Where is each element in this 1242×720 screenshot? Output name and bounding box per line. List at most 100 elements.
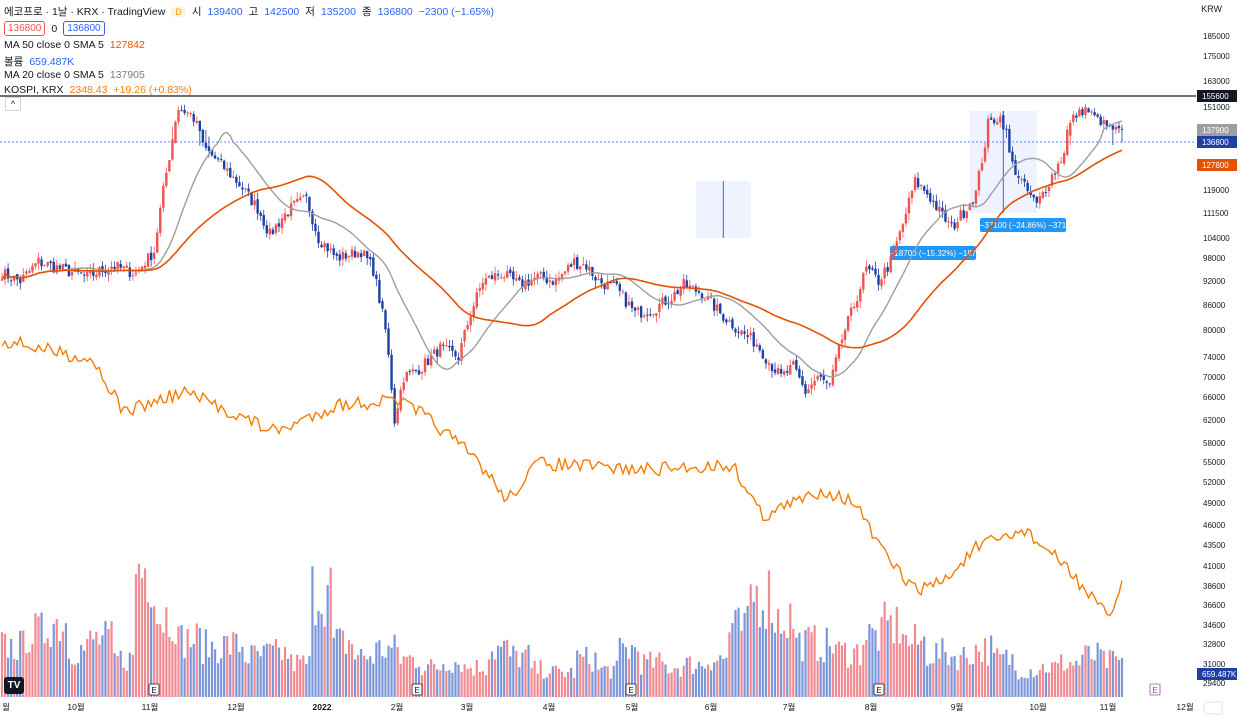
candle-body bbox=[89, 270, 92, 274]
candle-body bbox=[289, 203, 293, 217]
candle-body bbox=[621, 291, 625, 293]
candle-body bbox=[779, 368, 783, 374]
volume-bar bbox=[950, 656, 953, 697]
volume-bar bbox=[235, 633, 238, 697]
volume-bar bbox=[837, 641, 841, 697]
volume-bar bbox=[37, 616, 40, 697]
tradingview-logo-icon[interactable]: TV bbox=[4, 677, 24, 694]
volume-bar bbox=[810, 632, 813, 697]
volume-bar bbox=[271, 645, 274, 697]
volume-bar bbox=[146, 602, 150, 697]
volume-bar bbox=[360, 648, 363, 697]
volume-bar bbox=[865, 639, 868, 697]
volume-bar bbox=[192, 643, 195, 697]
volume-bar bbox=[716, 660, 719, 697]
volume-bar bbox=[320, 613, 323, 697]
volume-bar bbox=[719, 655, 722, 697]
candle-body bbox=[691, 285, 695, 287]
candle-body bbox=[716, 304, 719, 311]
candle-body bbox=[956, 222, 959, 229]
ma50-legend[interactable]: MA 50 close 0 SMA 5 127842 bbox=[4, 39, 145, 51]
volume-bar bbox=[363, 655, 366, 697]
volume-bar bbox=[1108, 650, 1111, 697]
price-axis-bg bbox=[1196, 0, 1242, 720]
volume-bar bbox=[713, 662, 716, 697]
volume-bar bbox=[46, 638, 49, 697]
volume-bar bbox=[606, 666, 609, 697]
volume-bar bbox=[1114, 656, 1118, 697]
candle-body bbox=[758, 345, 762, 351]
candle-body bbox=[451, 345, 454, 351]
x-tick-label: 12월 bbox=[1176, 702, 1193, 712]
candle-body bbox=[439, 343, 442, 357]
candle-body bbox=[795, 360, 798, 370]
volume-bar bbox=[253, 645, 256, 697]
candle-body bbox=[837, 344, 841, 359]
candle-body bbox=[1032, 194, 1035, 198]
candle-body bbox=[189, 112, 192, 114]
volume-bar bbox=[1035, 675, 1038, 697]
currency-selector[interactable]: KRW bbox=[1201, 4, 1222, 14]
candle-body bbox=[387, 328, 390, 355]
interval-badge[interactable]: D bbox=[171, 6, 186, 17]
candle-body bbox=[1062, 153, 1066, 164]
candle-body bbox=[417, 370, 421, 375]
candle-body bbox=[493, 273, 497, 281]
candle-body bbox=[195, 121, 198, 123]
volume-bar bbox=[1023, 677, 1026, 697]
volume-bar bbox=[667, 673, 670, 697]
candle-body bbox=[749, 332, 752, 336]
volume-bar bbox=[201, 664, 204, 697]
volume-bar bbox=[615, 660, 618, 697]
candle-body bbox=[1017, 176, 1020, 178]
collapse-legend-button[interactable]: ^ bbox=[5, 97, 21, 111]
volume-bar bbox=[1078, 665, 1081, 697]
candle-body bbox=[442, 344, 445, 346]
candle-body bbox=[393, 388, 396, 424]
candle-body bbox=[773, 369, 777, 373]
volume-bar bbox=[1090, 658, 1093, 697]
candle-body bbox=[859, 288, 862, 302]
candle-body bbox=[980, 163, 984, 171]
candle-body bbox=[70, 272, 74, 276]
candle-body bbox=[341, 251, 345, 260]
candle-body bbox=[259, 212, 262, 216]
candle-body bbox=[168, 160, 171, 172]
kospi-legend[interactable]: KOSPI, KRX 2348.43 +19.26 (+0.83%) bbox=[4, 84, 192, 96]
volume-bar bbox=[433, 664, 436, 697]
candle-body bbox=[43, 265, 46, 267]
candle-body bbox=[941, 207, 944, 212]
ma20-legend[interactable]: MA 20 close 0 SMA 5 137905 bbox=[4, 69, 145, 81]
volume-bar bbox=[819, 656, 822, 697]
price-badge bbox=[1197, 90, 1237, 102]
candle-body bbox=[472, 306, 475, 317]
candle-body bbox=[408, 370, 412, 372]
volume-bar bbox=[1102, 650, 1105, 697]
y-tick-label: 62000 bbox=[1203, 416, 1226, 425]
candle-body bbox=[825, 381, 828, 383]
symbol-title[interactable]: 에코프로 · 1날 · KRX · TradingView bbox=[4, 6, 166, 18]
volume-bar bbox=[73, 664, 77, 697]
candle-body bbox=[545, 277, 548, 284]
candle-body bbox=[572, 258, 576, 266]
volume-bar bbox=[746, 605, 749, 697]
volume-bar bbox=[3, 633, 7, 697]
volume-bar bbox=[862, 644, 865, 697]
earnings-marker-label: E bbox=[414, 686, 419, 695]
volume-bar bbox=[356, 655, 360, 697]
volume-legend[interactable]: 볼륨 659.487K bbox=[4, 54, 74, 69]
volume-bar bbox=[390, 647, 393, 697]
volume-bar bbox=[734, 609, 737, 697]
candle-body bbox=[152, 252, 156, 259]
sell-price-box[interactable]: 136800 bbox=[4, 21, 46, 36]
volume-bar bbox=[795, 637, 798, 697]
volume-bar bbox=[688, 656, 691, 697]
volume-bar bbox=[1026, 678, 1029, 697]
candle-body bbox=[554, 278, 558, 286]
candle-body bbox=[703, 299, 707, 301]
candle-body bbox=[305, 194, 308, 196]
buy-price-box[interactable]: 136800 bbox=[63, 21, 105, 36]
volume-bar bbox=[1056, 663, 1060, 697]
candle-body bbox=[31, 265, 34, 272]
